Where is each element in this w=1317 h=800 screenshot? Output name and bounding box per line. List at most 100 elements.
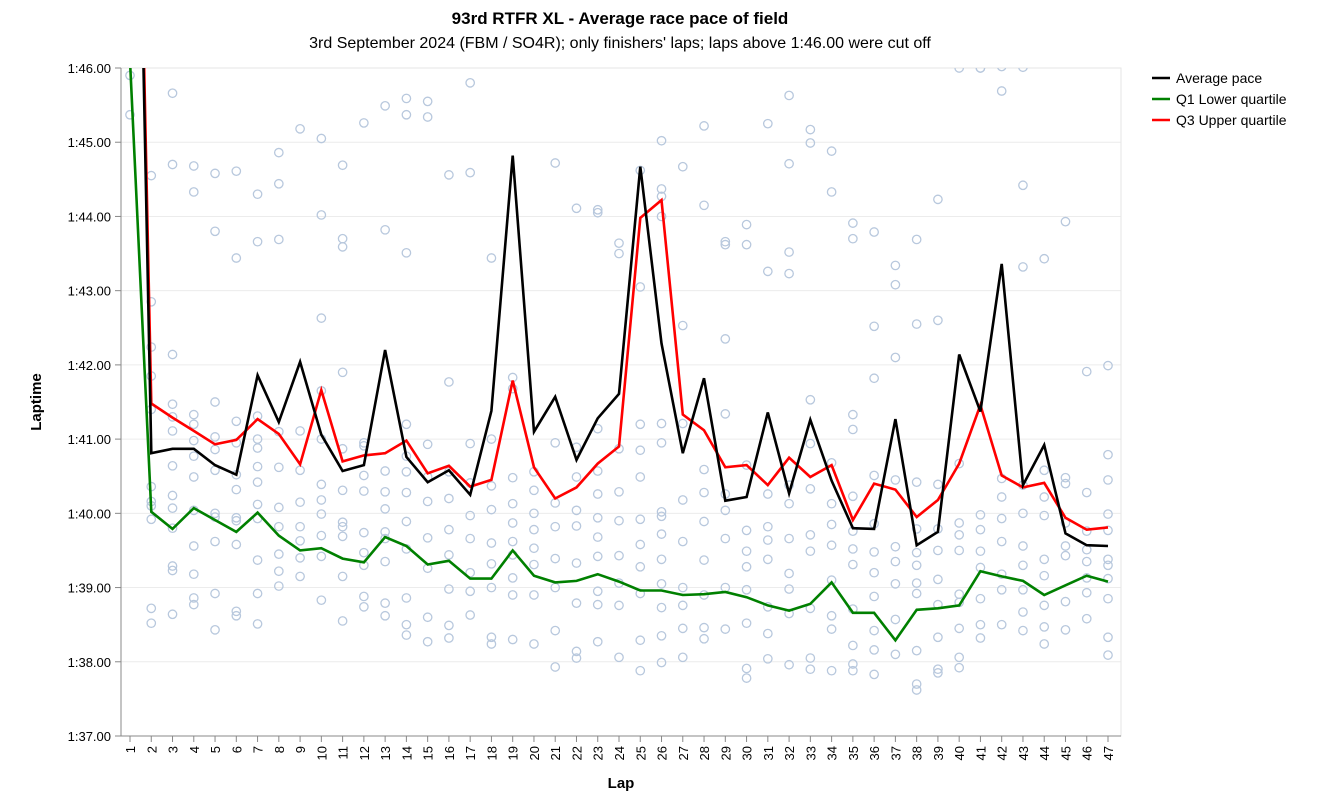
- lap-point: [295, 571, 305, 582]
- lap-point: [529, 485, 539, 496]
- lap-point: [1103, 632, 1113, 643]
- lap-point: [720, 334, 731, 344]
- lap-point: [890, 649, 901, 660]
- lap-point: [571, 598, 582, 608]
- lap-point: [337, 616, 348, 626]
- lap-point: [529, 590, 539, 600]
- lap-point: [1103, 360, 1113, 371]
- lap-point: [869, 227, 879, 237]
- lap-point: [1018, 584, 1028, 595]
- lap-point: [337, 160, 348, 171]
- lap-point: [359, 547, 369, 558]
- lap-point: [933, 315, 943, 326]
- lap-point: [911, 588, 922, 599]
- lap-point: [231, 610, 242, 621]
- lap-point: [252, 555, 263, 565]
- lap-point: [401, 419, 412, 430]
- x-tick-label: 45: [1058, 746, 1073, 760]
- lap-point: [784, 158, 794, 169]
- x-tick-label: 24: [612, 746, 627, 760]
- lap-point: [380, 556, 390, 567]
- lap-point: [465, 510, 476, 521]
- lap-point: [635, 514, 646, 525]
- x-tick-label: 39: [931, 746, 946, 760]
- x-tick-label: 42: [995, 746, 1010, 760]
- lap-point: [529, 524, 539, 535]
- x-tick-label: 29: [718, 746, 733, 760]
- lap-point: [167, 426, 178, 436]
- lap-point: [210, 444, 220, 455]
- lap-point: [848, 640, 858, 651]
- lap-point: [826, 610, 837, 621]
- lap-point: [422, 612, 433, 623]
- x-tick-label: 41: [973, 746, 988, 760]
- lap-point: [1060, 216, 1071, 227]
- lap-point: [295, 553, 305, 563]
- lap-point: [550, 553, 561, 564]
- lap-point: [252, 499, 263, 510]
- lap-point: [529, 543, 539, 554]
- lap-point: [359, 486, 369, 496]
- lap-point: [614, 515, 624, 526]
- lap-point: [273, 549, 284, 560]
- legend: Average pace Q1 Lower quartile Q3 Upper qu…: [1152, 70, 1287, 128]
- lap-point: [1103, 475, 1113, 485]
- lap-point: [571, 558, 582, 568]
- x-tick-label: 3: [166, 746, 181, 753]
- lap-point: [359, 118, 369, 128]
- lap-point: [316, 530, 327, 541]
- lap-point: [295, 535, 305, 546]
- lap-point: [359, 470, 369, 481]
- lap-point: [1081, 587, 1092, 598]
- lap-point: [422, 439, 433, 450]
- lap-point: [1018, 180, 1028, 191]
- lap-point: [401, 487, 412, 498]
- lap-point: [677, 623, 688, 634]
- lap-point: [550, 437, 561, 448]
- lap-point: [167, 503, 178, 513]
- chart-subtitle: 3rd September 2024 (FBM / SO4R); only fi…: [309, 35, 931, 52]
- lap-point: [762, 266, 773, 277]
- lap-point: [252, 443, 263, 453]
- lap-point: [316, 210, 327, 220]
- lap-point: [614, 248, 624, 259]
- lap-point: [1081, 487, 1092, 498]
- lap-point: [210, 432, 220, 442]
- lap-point: [1018, 607, 1028, 617]
- lap-point: [188, 593, 199, 603]
- lap-point: [444, 524, 454, 535]
- lap-point: [231, 539, 242, 550]
- lap-point: [805, 530, 816, 540]
- lap-point: [869, 470, 879, 481]
- x-tick-label: 17: [463, 746, 478, 760]
- lap-point: [337, 242, 348, 252]
- lap-point: [911, 547, 922, 558]
- lap-point: [252, 189, 263, 200]
- lap-point: [422, 532, 433, 543]
- lap-point: [975, 68, 986, 73]
- legend-item: Q3 Upper quartile: [1152, 112, 1287, 128]
- lap-point: [592, 586, 603, 597]
- x-tick-label: 15: [421, 746, 436, 760]
- lap-point: [1103, 554, 1113, 565]
- legend-item: Average pace: [1152, 70, 1262, 86]
- lap-point: [1018, 560, 1028, 571]
- lap-point: [848, 424, 858, 435]
- lap-point: [337, 233, 348, 244]
- lap-point: [592, 207, 603, 218]
- lap-point: [337, 521, 348, 532]
- lap-point: [762, 653, 773, 664]
- lap-point: [188, 187, 199, 197]
- lap-point: [1060, 472, 1071, 483]
- lap-point: [486, 504, 497, 515]
- lap-point: [826, 665, 837, 676]
- lap-point: [295, 124, 305, 134]
- lap-point: [210, 588, 220, 599]
- lap-point: [380, 598, 390, 608]
- lap-point: [720, 239, 731, 250]
- lap-point: [401, 593, 412, 603]
- lap-point: [146, 170, 157, 181]
- lap-point: [656, 630, 667, 641]
- lap-point: [1018, 541, 1028, 551]
